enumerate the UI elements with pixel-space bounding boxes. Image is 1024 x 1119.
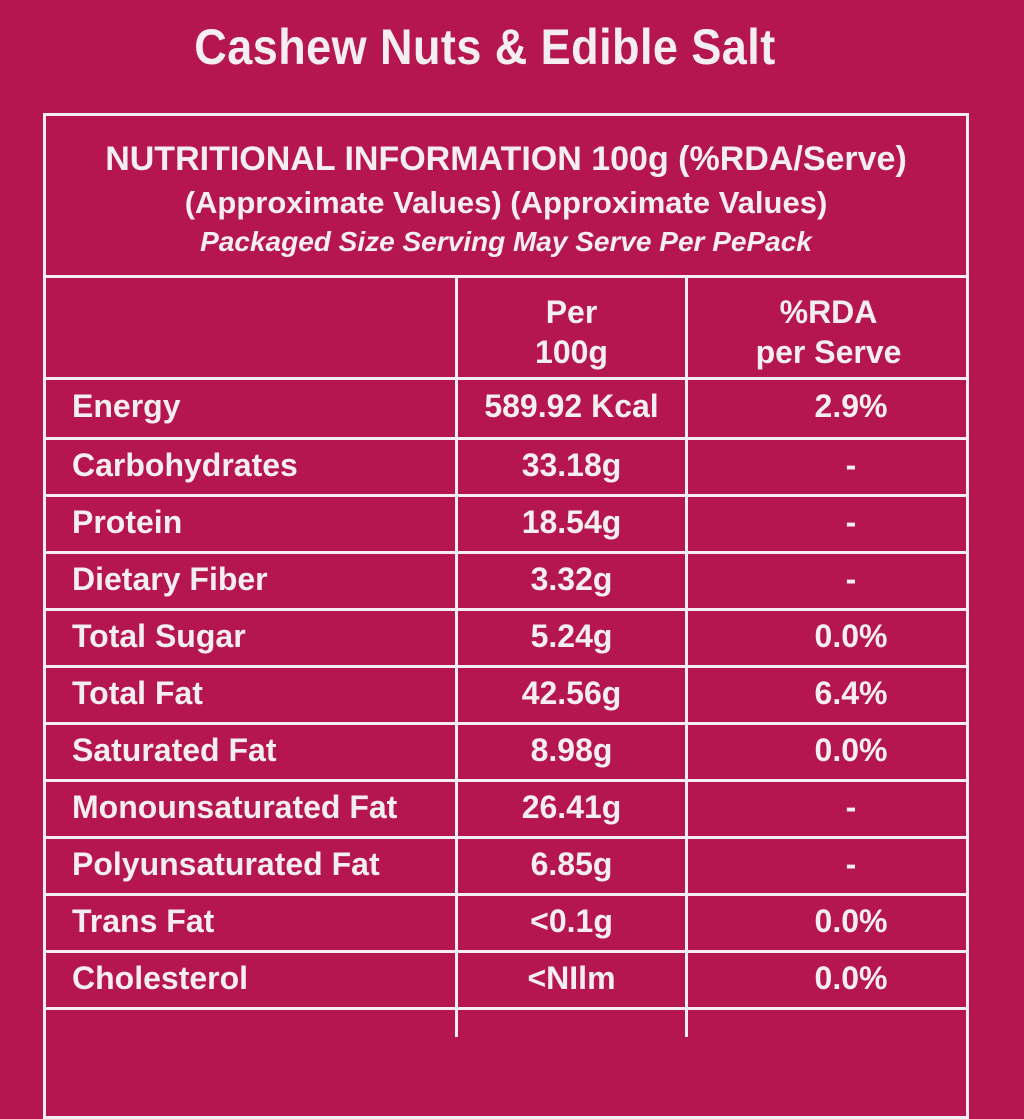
rda: 2.9%: [814, 388, 888, 424]
rda: 0.0%: [814, 902, 888, 939]
rda: 0.0%: [814, 959, 888, 996]
rule: [43, 608, 969, 611]
per-100g: <0.1g: [530, 902, 613, 939]
rda: 0.0%: [814, 731, 888, 768]
per-100g: 42.56g: [521, 674, 622, 711]
rule: [455, 277, 458, 1037]
per-100g: 8.98g: [530, 731, 613, 768]
rda: -: [845, 845, 857, 882]
nutrient-name: Polyunsaturated Fat: [72, 845, 380, 882]
rda: 6.4%: [814, 674, 888, 711]
header-line: Packaged Size Serving May Serve Per PePa…: [200, 226, 812, 257]
nutrient-name: Trans Fat: [72, 902, 215, 939]
rule: [43, 836, 969, 839]
per-100g: 26.41g: [521, 788, 622, 825]
rule: [43, 551, 969, 554]
per-100g: 589.92 Kcal: [484, 388, 659, 424]
per-100g: 5.24g: [530, 617, 613, 654]
nutrient-name: Cholesterol: [72, 959, 249, 996]
header-line: NUTRITIONAL INFORMATION 100g (%RDA/Serve…: [105, 140, 907, 178]
per-100g: 6.85g: [530, 845, 613, 882]
nutrient-name: Total Fat: [72, 674, 203, 711]
rda: -: [845, 560, 857, 597]
rule: [43, 494, 969, 497]
column-header: %RDA per Serve: [755, 294, 902, 370]
per-100g: <NIlm: [527, 959, 616, 996]
rule: [43, 437, 969, 440]
rule: [43, 275, 969, 278]
per-100g: 33.18g: [521, 446, 622, 483]
rule: [43, 893, 969, 896]
label: Cashew Nuts & Edible Salt NUTRITIONAL IN…: [43, 19, 969, 1119]
per-100g: 18.54g: [521, 503, 622, 540]
rule: [43, 722, 969, 725]
nutrient-name: Carbohydrates: [72, 446, 298, 483]
rda: 0.0%: [814, 617, 888, 654]
nutrient-name: Saturated Fat: [72, 731, 277, 768]
nutrient-name: Protein: [72, 503, 183, 540]
nutrient-name: Total Sugar: [72, 617, 246, 654]
nutrient-name: Energy: [72, 388, 181, 424]
per-100g: 3.32g: [530, 560, 613, 597]
nutrient-name: Dietary Fiber: [72, 560, 268, 597]
rda: -: [845, 446, 857, 483]
rule: [43, 665, 969, 668]
rule: [685, 277, 688, 1037]
title: Cashew Nuts & Edible Salt: [194, 19, 776, 75]
rule: [43, 1007, 969, 1010]
rda: -: [845, 788, 857, 825]
rule: [43, 377, 969, 380]
column-header: Per 100g: [535, 294, 608, 370]
nutrient-name: Monounsaturated Fat: [72, 788, 398, 825]
header-line: (Approximate Values) (Approximate Values…: [184, 185, 828, 220]
rda: -: [845, 503, 857, 540]
rule: [43, 779, 969, 782]
rule: [43, 950, 969, 953]
